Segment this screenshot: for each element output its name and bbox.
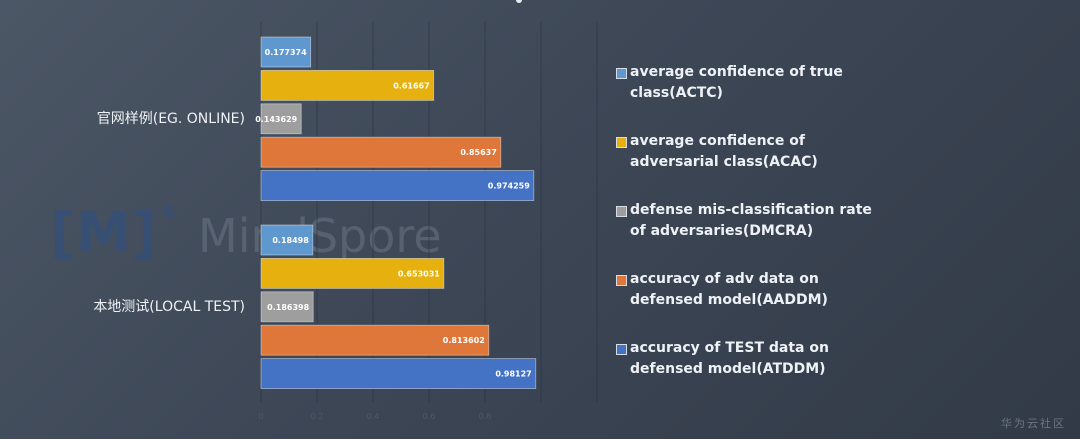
bars [260, 36, 537, 390]
category-label: 本地测试(LOCAL TEST) [93, 299, 245, 315]
bar [260, 291, 314, 323]
decorative-dot [516, 0, 522, 3]
legend-swatch [616, 275, 627, 286]
category-label: 官网样例(EG. ONLINE) [97, 111, 245, 127]
legend-label: accuracy of TEST data on defensed model(… [630, 340, 829, 377]
bar [260, 103, 302, 135]
bar [260, 136, 502, 168]
bar [260, 170, 535, 202]
mindspore-logo: [M] s MindSpore [50, 199, 442, 266]
bar-value-label: 0.653031 [398, 269, 440, 278]
bar [260, 358, 537, 390]
bar-value-label: 0.98127 [495, 370, 531, 379]
legend-swatch [616, 137, 627, 148]
x-tick-label: 0.4 [367, 412, 380, 421]
category-labels: 官网样例(EG. ONLINE) 本地测试(LOCAL TEST) [93, 111, 245, 315]
x-tick-label: 0.6 [423, 412, 436, 421]
logo-superscript: s [162, 199, 175, 224]
bar-value-label: 0.186398 [267, 303, 309, 312]
x-tick-label: 0.2 [311, 412, 324, 421]
x-tick-label: 0.8 [479, 412, 492, 421]
legend-label: accuracy of adv data on defensed model(A… [630, 271, 828, 308]
legend-label: average confidence of true class(ACTC) [630, 64, 843, 101]
bar-value-label: 0.61667 [393, 81, 429, 90]
bar [260, 224, 314, 256]
legend-item: accuracy of TEST data on defensed model(… [616, 338, 886, 407]
legend-swatch [616, 344, 627, 355]
bar [260, 70, 435, 101]
legend-swatch [616, 206, 627, 217]
x-tick-labels: 0 0.2 0.4 0.6 0.8 [258, 412, 491, 421]
bar [260, 324, 490, 356]
bar-value-label: 0.143629 [255, 115, 297, 124]
x-tick-label: 0 [258, 412, 263, 421]
logo-text: MindSpore [198, 209, 442, 263]
logo-mark: [M] [50, 201, 157, 266]
bar-value-label: 0.813602 [443, 336, 485, 345]
legend-item: accuracy of adv data on defensed model(A… [616, 269, 886, 338]
legend-item: defense mis-classification rate of adver… [616, 200, 886, 269]
bar [260, 257, 445, 289]
legend-swatch [616, 68, 627, 79]
legend-label: defense mis-classification rate of adver… [630, 202, 872, 239]
data-labels: 0.177374 0.61667 0.143629 0.85637 0.974259 0.… [255, 48, 532, 379]
bar-value-label: 0.85637 [460, 148, 496, 157]
bar-value-label: 0.974259 [488, 182, 530, 191]
bar [260, 36, 312, 68]
legend-label: average confidence of adversarial class(… [630, 133, 818, 170]
legend-item: average confidence of adversarial class(… [616, 131, 886, 200]
bar-value-label: 0.177374 [265, 48, 307, 57]
legend: average confidence of true class(ACTC) av… [616, 62, 886, 407]
legend-item: average confidence of true class(ACTC) [616, 62, 886, 131]
watermark: 华为云社区 [1001, 417, 1066, 430]
bar-value-label: 0.18498 [272, 236, 309, 245]
